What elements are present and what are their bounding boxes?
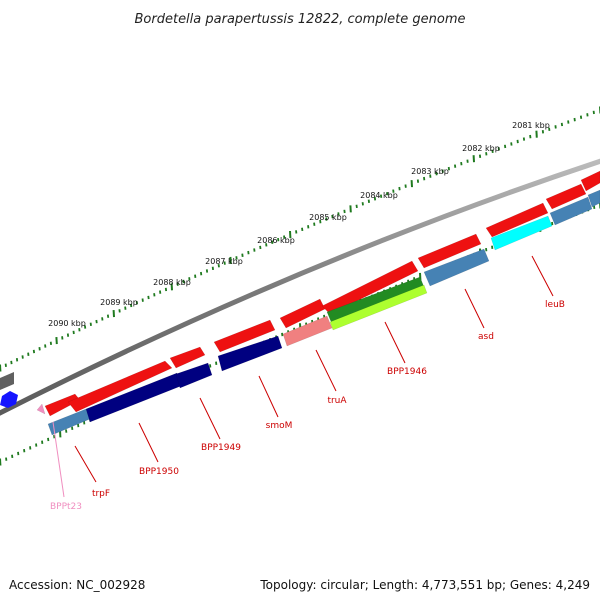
gene-feature [329, 284, 428, 331]
gene-feature [587, 189, 600, 208]
feature-gray-left [0, 372, 14, 390]
tick-label: 2086 kbp [257, 236, 295, 245]
outer-tick-track [0, 106, 600, 372]
tick-label: 2084 kbp [360, 191, 398, 200]
callout-line [315, 349, 337, 392]
gene-label-leub: leuB [545, 300, 565, 310]
gene-feature [545, 183, 587, 210]
gene-feature [423, 248, 490, 287]
topology-text: Topology: circular; Length: 4,773,551 bp… [260, 578, 590, 592]
tick-label: 2089 kbp [100, 298, 138, 307]
callout-line [74, 445, 97, 483]
gene-feature [485, 202, 549, 238]
gene-feature [36, 403, 46, 415]
tick-label: 2090 kbp [48, 319, 86, 328]
gene-label-bpp1949: BPP1949 [201, 443, 241, 453]
genome-backbone [0, 158, 600, 416]
gene-label-smom: smoM [266, 421, 293, 431]
gene-label-bppt23: BPPt23 [50, 502, 82, 512]
gene-feature [580, 170, 600, 192]
feature-blue-left [0, 391, 18, 408]
callout-line [384, 321, 406, 364]
tick-label: 2083 kbp [411, 167, 449, 176]
gene-label-asd: asd [478, 332, 494, 342]
tick-label: 2082 kbp [462, 144, 500, 153]
tick-label: 2081 kbp [512, 121, 550, 130]
gene-feature [217, 335, 283, 372]
gene-feature [282, 315, 333, 347]
callout-line [52, 421, 65, 498]
tick-label: 2088 kbp [153, 278, 191, 287]
callout-line [138, 422, 159, 463]
gene-feature [169, 346, 206, 369]
map-title: Bordetella parapertussis 12822, complete… [135, 12, 466, 27]
tick-label: 2087 kbp [205, 257, 243, 266]
gene-label-trua: truA [327, 396, 347, 406]
tick-label: 2085 kbp [309, 213, 347, 222]
gene-feature [67, 360, 173, 413]
gene-label-bpp1950: BPP1950 [139, 467, 179, 477]
callout-line [199, 397, 221, 440]
gene-feature [490, 215, 553, 251]
callout-line [258, 375, 279, 418]
callout-line [531, 255, 554, 297]
callout-line [464, 288, 485, 329]
accession-text: Accession: NC_002928 [9, 578, 146, 592]
gene-feature [549, 196, 593, 226]
gene-feature [213, 319, 276, 353]
gene-label-trpf: trpF [92, 489, 110, 499]
gene-feature [175, 362, 213, 389]
gene-feature [417, 233, 482, 269]
gene-feature [321, 260, 419, 315]
gene-label-bpp1946: BPP1946 [387, 367, 427, 377]
